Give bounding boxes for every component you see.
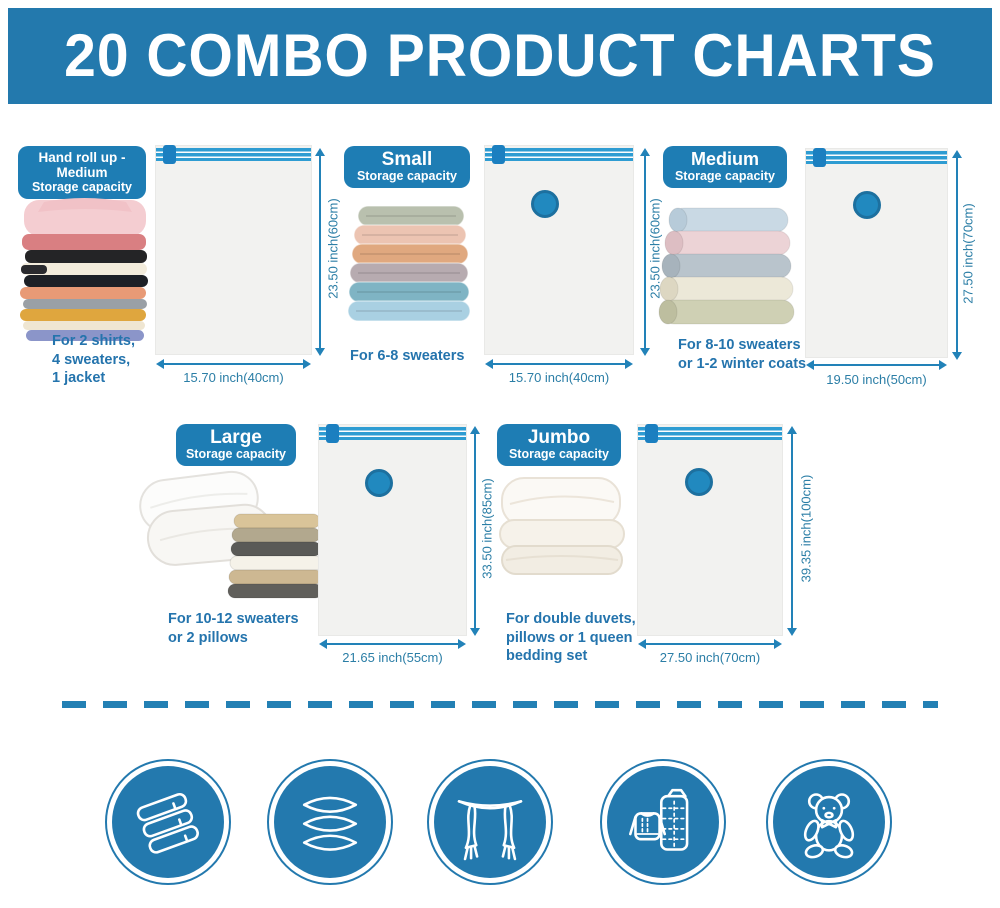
- vacuum-bag: [318, 424, 467, 636]
- width-arrow: [485, 359, 633, 369]
- width-dimension-label: 21.65 inch(55cm): [342, 650, 443, 665]
- size-label-hand-roll-medium: Hand roll up -Medium Storage capacity: [18, 146, 146, 199]
- folded-blankets-icon: [105, 759, 231, 885]
- caption-line: For 6-8 sweaters: [350, 348, 465, 364]
- caption-line: or 2 pillows: [168, 629, 248, 646]
- width-dimension-label: 15.70 inch(40cm): [508, 370, 610, 385]
- zip-slider: [163, 145, 176, 164]
- seal-stripes: [156, 145, 311, 164]
- capacity-caption: For double duvets, pillows or 1 queen be…: [506, 610, 636, 666]
- width-arrow: [319, 639, 466, 649]
- size-label-small: Small Storage capacity: [344, 146, 470, 188]
- caption-line: For 2 shirts,: [52, 333, 135, 349]
- seal-stripes: [638, 424, 782, 443]
- size-label-title: Hand roll up -Medium: [38, 150, 126, 180]
- size-label-jumbo: Jumbo Storage capacity: [497, 424, 621, 466]
- zip-slider: [326, 424, 339, 443]
- pillows-and-towels-image: [139, 470, 323, 599]
- size-label-subtitle: Storage capacity: [31, 180, 133, 194]
- page-title: 20 COMBO PRODUCT CHARTS: [64, 22, 936, 90]
- size-label-medium: Medium Storage capacity: [663, 146, 787, 188]
- width-arrow: [156, 359, 311, 369]
- height-dimension-label: 39.35 inch(100cm): [798, 474, 814, 583]
- caption-line: bedding set: [506, 648, 588, 664]
- zip-slider: [492, 145, 505, 164]
- height-arrow: [787, 426, 797, 636]
- vacuum-valve: [365, 469, 393, 497]
- width-arrow: [806, 360, 947, 370]
- seal-stripes: [319, 424, 466, 443]
- caption-line: 4 sweaters,: [52, 351, 131, 368]
- height-arrow: [470, 426, 480, 636]
- width-dimension-label: 27.50 inch(70cm): [659, 650, 761, 665]
- sweater-stack-image: [347, 205, 471, 322]
- size-label-subtitle: Storage capacity: [508, 447, 610, 461]
- height-arrow: [952, 150, 962, 360]
- height-dimension-label: 27.50 inch(70cm): [960, 203, 976, 304]
- width-dimension-label: 15.70 inch(40cm): [183, 370, 284, 385]
- size-label-title: Medium: [690, 149, 759, 169]
- seal-stripes: [806, 148, 947, 167]
- folded-clothes-image: [20, 198, 148, 341]
- dashed-divider: [62, 701, 938, 708]
- size-label-title: Small: [381, 149, 433, 170]
- size-label-subtitle: Storage capacity: [356, 169, 458, 183]
- vacuum-bag: [805, 148, 948, 358]
- size-label-subtitle: Storage capacity: [674, 169, 776, 183]
- vacuum-bag: [155, 145, 312, 355]
- height-arrow: [315, 148, 325, 356]
- size-label-subtitle: Storage capacity: [185, 447, 287, 461]
- vacuum-valve: [853, 191, 881, 219]
- vacuum-valve: [531, 190, 559, 218]
- clothing-icon: [600, 759, 726, 885]
- blanket-stack-image: [658, 207, 795, 325]
- capacity-caption: For 6-8 sweaters: [350, 347, 464, 366]
- vacuum-bag: [484, 145, 634, 355]
- caption-line: For 8-10 sweaters: [678, 337, 801, 353]
- folded-duvet-image: [499, 477, 625, 575]
- teddy-bear-icon: [766, 759, 892, 885]
- height-dimension-label: 23.50 inch(60cm): [325, 198, 341, 299]
- title-banner: 20 COMBO PRODUCT CHARTS: [8, 8, 992, 104]
- zip-slider: [813, 148, 826, 167]
- size-label-title: Large: [210, 427, 262, 448]
- zip-slider: [645, 424, 658, 443]
- caption-line: pillows or 1 queen: [506, 629, 633, 646]
- vacuum-valve: [685, 468, 713, 496]
- capacity-caption: For 2 shirts, 4 sweaters, 1 jacket: [52, 332, 135, 388]
- caption-line: For 10-12 sweaters: [168, 611, 299, 627]
- size-label-large: Large Storage capacity: [176, 424, 296, 466]
- curtains-icon: [427, 759, 553, 885]
- seal-stripes: [485, 145, 633, 164]
- pillows-icon: [267, 759, 393, 885]
- capacity-caption: For 8-10 sweaters or 1-2 winter coats: [678, 336, 806, 373]
- height-arrow: [640, 148, 650, 356]
- caption-line: 1 jacket: [52, 370, 106, 386]
- size-label-title: Jumbo: [527, 427, 591, 448]
- width-dimension-label: 19.50 inch(50cm): [826, 372, 927, 387]
- vacuum-bag: [637, 424, 783, 636]
- caption-line: or 1-2 winter coats: [678, 355, 807, 372]
- width-arrow: [638, 639, 782, 649]
- capacity-caption: For 10-12 sweaters or 2 pillows: [168, 610, 299, 647]
- caption-line: For double duvets,: [506, 611, 636, 627]
